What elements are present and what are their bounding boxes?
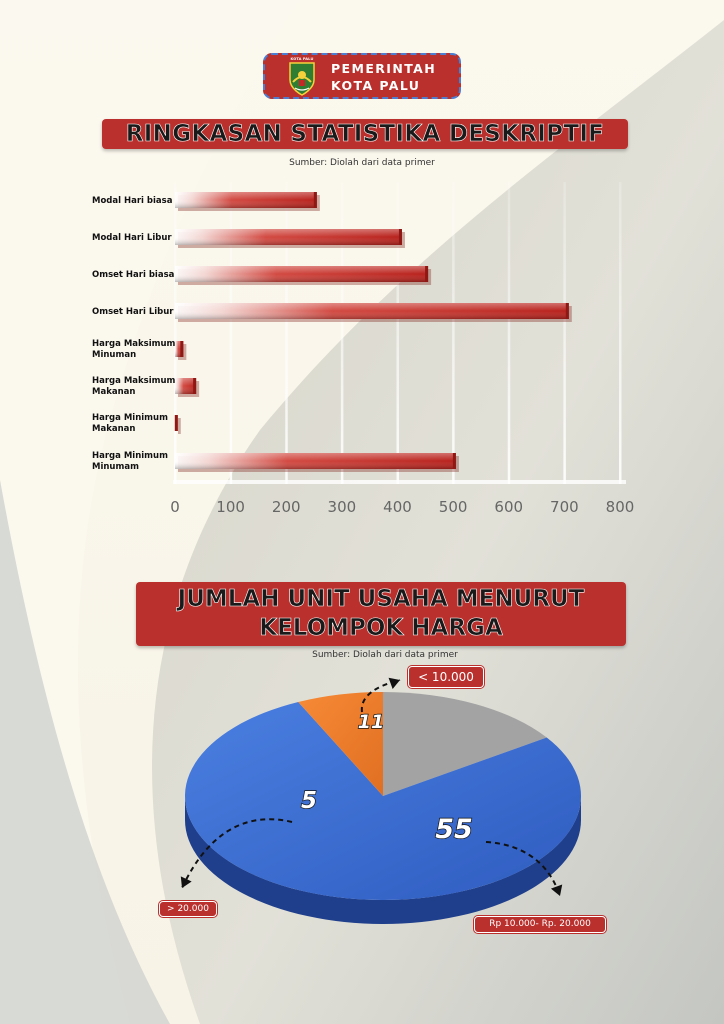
bar-x-tick-label: 100 xyxy=(216,498,245,516)
logo-line-2: KOTA PALU xyxy=(331,78,421,93)
pie-callout-gt-20000: > 20.000 xyxy=(159,901,217,917)
pie-callout-arrow xyxy=(360,677,401,713)
bar-gridline xyxy=(396,182,399,484)
bar-category-label: Omset Hari biasa xyxy=(92,270,175,280)
bar-baseline xyxy=(173,480,626,484)
pie-callout-lt-10000: < 10.000 xyxy=(408,666,484,688)
bar-gridline xyxy=(285,182,288,484)
bar-x-tick-label: 600 xyxy=(494,498,523,516)
bar-7 xyxy=(174,415,181,434)
section2-source: Sumber: Diolah dari data primer xyxy=(312,650,458,660)
pie-slice-3 xyxy=(298,692,383,796)
pie-callout-10000-20000: Rp 10.000- Rp. 20.000 xyxy=(474,916,606,933)
bar-8 xyxy=(175,453,459,472)
bar-x-tick-label: 500 xyxy=(439,498,468,516)
bar-gridline xyxy=(229,182,233,484)
pie-value-label: 55 xyxy=(435,814,473,845)
bar-4 xyxy=(175,303,572,322)
bar-x-tick-label: 200 xyxy=(272,498,301,516)
pie-value-label: 5 xyxy=(301,788,317,814)
bar-6 xyxy=(175,378,200,397)
pie-side-2 xyxy=(185,796,581,924)
bar-x-tick-label: 700 xyxy=(550,498,579,516)
section2-title-line-2: KELOMPOK HARGA xyxy=(259,615,503,642)
bar-category-label: Harga Maksimum Makanan xyxy=(92,376,176,397)
bar-category-label: Harga Minimum Minumam xyxy=(92,451,168,472)
logo-line-1: PEMERINTAH xyxy=(331,61,437,76)
bar-gridline xyxy=(452,182,455,484)
bar-category-label: Modal Hari Libur xyxy=(92,233,172,243)
bar-gridline xyxy=(619,182,622,484)
bar-x-tick-label: 400 xyxy=(383,498,412,516)
bar-x-tick-label: 800 xyxy=(606,498,635,516)
pie-callout-arrow xyxy=(485,841,563,897)
bar-x-tick-label: 300 xyxy=(328,498,357,516)
logo-badge: KOTA PALU PEMERINTAH KOTA PALU xyxy=(263,53,461,99)
bar-category-label: Omset Hari Libur xyxy=(92,307,174,317)
bar-gridline xyxy=(563,182,566,484)
emblem-label: KOTA PALU xyxy=(290,57,314,61)
bar-category-label: Modal Hari biasa xyxy=(92,196,173,206)
bar-5 xyxy=(175,341,187,360)
city-emblem-icon xyxy=(289,62,315,96)
pie-slice-2 xyxy=(185,702,582,900)
pie-callout-arrow xyxy=(180,818,293,889)
bar-gridline xyxy=(507,182,511,484)
bar-x-tick-label: 0 xyxy=(170,498,180,516)
section1-title: RINGKASAN STATISTIKA DESKRIPTIF xyxy=(102,119,628,149)
bar-category-label: Harga Minimum Makanan xyxy=(92,413,168,434)
bar-3 xyxy=(175,266,432,285)
bar-gridline xyxy=(174,182,177,484)
pie-slice-1 xyxy=(383,692,547,796)
section2-title: JUMLAH UNIT USAHA MENURUT KELOMPOK HARGA xyxy=(136,582,626,646)
bar-gridline xyxy=(340,182,344,484)
bar-2 xyxy=(175,229,405,248)
bar-category-label: Harga Maksimum Minuman xyxy=(92,339,176,360)
bar-1 xyxy=(175,192,320,211)
section2-title-line-1: JUMLAH UNIT USAHA MENURUT xyxy=(177,586,585,613)
pie-value-label: 11 xyxy=(358,711,384,733)
bar-chart: Modal Hari biasa Modal Hari Libur Omset Ha… xyxy=(92,182,635,516)
section1-source: Sumber: Diolah dari data primer xyxy=(289,158,435,168)
